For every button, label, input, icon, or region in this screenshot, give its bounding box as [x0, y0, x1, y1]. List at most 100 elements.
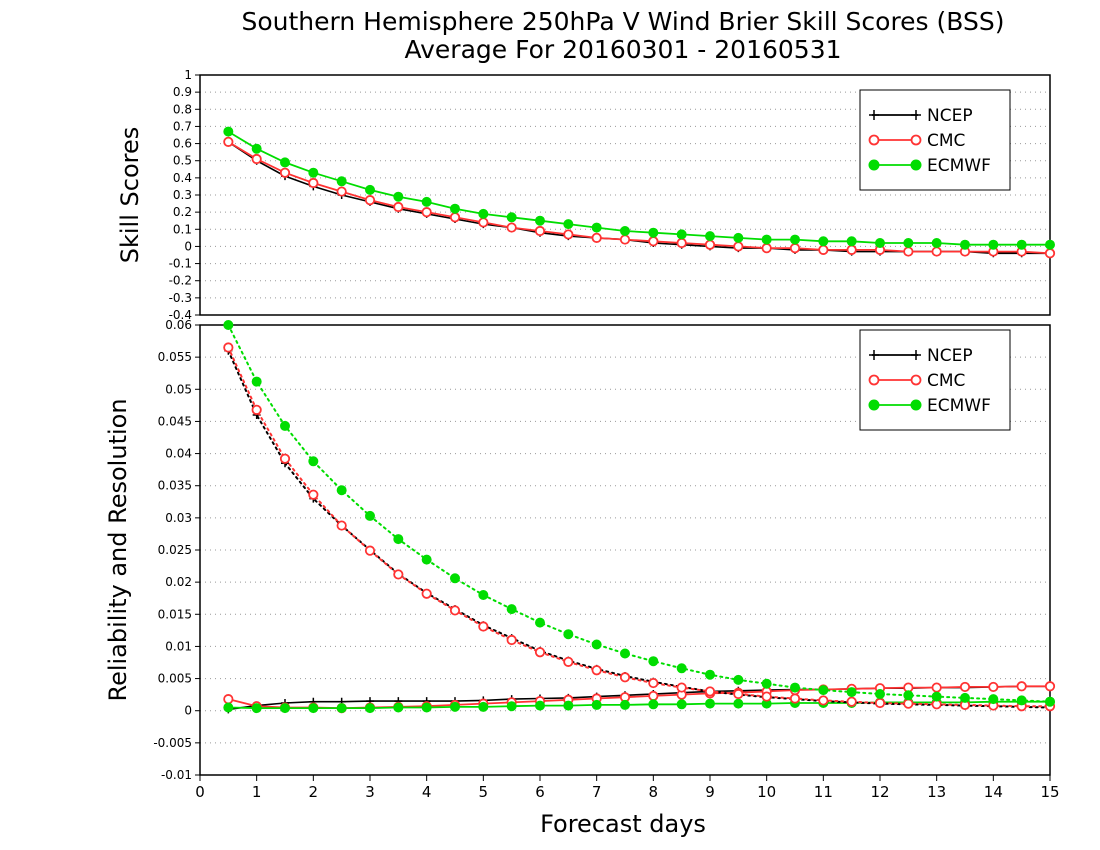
data-point	[931, 238, 942, 248]
data-point	[875, 238, 885, 248]
data-point	[308, 489, 319, 500]
data-point	[648, 656, 659, 667]
legend-item-cmc: CMC	[868, 371, 965, 391]
data-point	[790, 234, 800, 245]
y-tick-label: 0.9	[173, 85, 192, 99]
data-point	[280, 703, 290, 714]
y-tick-label: -0.005	[153, 736, 192, 750]
legend-marker	[868, 399, 880, 411]
data-point	[535, 617, 545, 628]
data-point	[960, 692, 970, 703]
data-point	[591, 232, 602, 243]
data-point	[421, 702, 432, 713]
data-point	[1044, 248, 1056, 259]
series-line	[227, 349, 1051, 709]
legend-item-ncep: NCEP	[869, 106, 973, 126]
data-point	[648, 677, 659, 689]
data-point	[336, 186, 347, 197]
plot-frame	[199, 324, 1051, 776]
x-tick-label: 9	[705, 783, 715, 801]
data-point	[733, 232, 744, 243]
x-tick-label: 0	[195, 783, 205, 801]
data-point	[818, 244, 829, 255]
data-point	[506, 634, 517, 646]
data-point	[620, 699, 630, 710]
data-point	[506, 701, 517, 712]
legend-item-ecmwf: ECMWF	[868, 396, 991, 416]
data-point	[563, 700, 574, 711]
panel-reliability-resolution: -0.01 -0.005 0 0.005 0.01 0.015 0.02 0.025 0.03 0…	[104, 318, 1060, 838]
data-point	[393, 191, 404, 202]
x-axis-label: Forecast days	[540, 810, 706, 838]
y-tick-label: 0.015	[158, 607, 192, 621]
plot-frame	[199, 74, 1051, 316]
data-point	[1016, 239, 1027, 250]
data-point	[790, 682, 800, 693]
data-point	[393, 702, 404, 713]
y-tick-label: 0.5	[173, 154, 192, 168]
data-point	[336, 520, 347, 531]
data-point	[535, 215, 545, 226]
data-point	[478, 590, 489, 600]
y-tick-label: 0	[184, 239, 192, 253]
data-point	[931, 691, 942, 702]
x-tick-label: 13	[927, 783, 946, 801]
data-point	[279, 453, 291, 464]
data-point	[648, 227, 659, 238]
data-point	[364, 195, 376, 206]
data-point	[421, 588, 432, 599]
y-tick-label: 0.055	[158, 350, 192, 364]
legend-marker	[868, 374, 880, 386]
legend-marker	[868, 159, 880, 171]
y-tick-label: 0.025	[158, 543, 192, 557]
data-point	[960, 239, 970, 250]
legend-item-cmc: CMC	[868, 131, 965, 151]
data-point	[903, 246, 914, 257]
data-point	[619, 234, 631, 245]
data-point	[959, 681, 971, 693]
data-point	[393, 569, 404, 580]
data-point	[364, 545, 376, 556]
data-point	[478, 217, 489, 228]
x-tick-label: 3	[365, 783, 375, 801]
x-tick-label: 7	[592, 783, 602, 801]
data-point	[450, 573, 460, 584]
data-point	[1016, 681, 1027, 692]
y-tick-label: 0.03	[165, 511, 192, 525]
data-point	[563, 229, 574, 240]
y-axis-label: Skill Scores	[116, 127, 144, 264]
y-tick-label: 0.06	[165, 318, 192, 332]
y-tick-label: 0.04	[165, 447, 192, 461]
data-point	[733, 688, 744, 700]
x-tick-label: 15	[1040, 783, 1059, 801]
y-tick-label: 0.8	[173, 102, 192, 116]
data-point	[365, 184, 375, 195]
y-tick-label: 0.1	[173, 222, 192, 236]
series-cmc-resolution	[223, 342, 1056, 712]
data-point	[336, 485, 347, 496]
data-point	[365, 703, 375, 714]
data-point	[251, 153, 262, 165]
legend-marker	[910, 399, 922, 411]
y-tick-label: 0	[184, 704, 192, 718]
data-point	[704, 239, 716, 250]
data-point	[591, 665, 602, 676]
data-point	[1045, 696, 1055, 707]
data-point	[478, 621, 489, 632]
data-point	[761, 678, 772, 689]
data-point	[251, 404, 262, 415]
legend-marker	[910, 134, 922, 146]
legend-label: CMC	[927, 131, 965, 151]
data-point	[251, 703, 262, 714]
y-tick-label: 0.02	[165, 575, 192, 589]
data-point	[223, 136, 234, 147]
x-tick-label: 6	[535, 783, 545, 801]
data-point	[393, 201, 404, 213]
data-point	[534, 225, 546, 237]
legend-label: NCEP	[927, 346, 973, 366]
data-point	[846, 687, 857, 698]
x-tick-label: 11	[814, 783, 833, 801]
data-point	[421, 554, 432, 565]
data-point	[733, 698, 744, 709]
data-point	[223, 320, 234, 330]
